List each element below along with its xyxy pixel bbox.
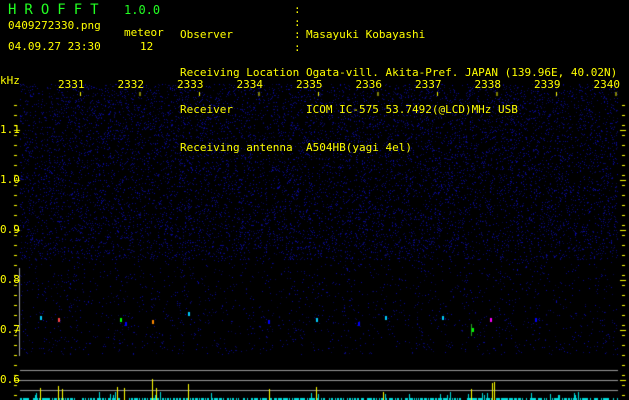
x-tick-label: 2340: [593, 78, 621, 91]
file-name: 0409272330.png: [8, 19, 101, 32]
x-tick-label: 2338: [474, 78, 502, 91]
app-version: 1.0.0: [124, 3, 161, 17]
x-tick-label: 2332: [117, 78, 145, 91]
x-tick-label: 2334: [236, 78, 264, 91]
info-value: ICOM IC-575 53.7492(@LCD)MHz USB: [306, 103, 518, 116]
info-labels: Observer Receiving Location Receiver Rec…: [180, 4, 299, 167]
meteor-label: meteor: [124, 26, 164, 39]
info-value: A504HB(yagi 4el): [306, 140, 412, 154]
app-title: HROFFT: [8, 2, 107, 18]
info-value: Ogata-vill. Akita-Pref. JAPAN (139.96E, …: [306, 65, 618, 79]
x-tick-label: 2337: [415, 78, 442, 91]
y-tick-label: 1.1: [0, 123, 20, 136]
meteor-count: 12: [140, 40, 154, 53]
y-tick-label: 0.8: [0, 273, 20, 286]
info-colons: ::::: [294, 3, 301, 54]
x-tick-label: 2335: [296, 78, 323, 91]
y-tick-label: 0.6: [0, 373, 20, 386]
x-tick-label: 2336: [355, 78, 383, 91]
y-axis-unit: kHz: [0, 74, 20, 87]
spectrogram-waterfall: [0, 80, 629, 400]
y-tick-label: 1.0: [0, 173, 20, 186]
info-label: Receiving Location: [180, 65, 300, 79]
info-label: Observer: [180, 28, 233, 41]
x-tick-label: 2331: [58, 78, 85, 91]
x-tick-label: 2333: [177, 78, 204, 91]
y-tick-label: 0.7: [0, 323, 20, 336]
info-value: Masayuki Kobayashi: [306, 28, 426, 41]
y-tick-label: 0.9: [0, 223, 20, 236]
x-tick-label: 2339: [534, 78, 561, 91]
info-values: Masayuki Kobayashi Ogata-vill. Akita-Pre…: [306, 4, 617, 167]
info-label: Receiving antenna: [180, 140, 293, 154]
info-label: Receiver: [180, 103, 233, 116]
file-datetime: 04.09.27 23:30: [8, 40, 101, 53]
